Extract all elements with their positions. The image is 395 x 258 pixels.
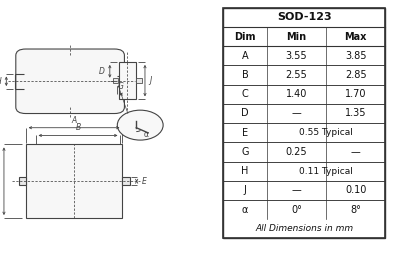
Text: A: A — [71, 116, 77, 125]
Text: 1.70: 1.70 — [345, 89, 366, 99]
Text: 0.11 Typical: 0.11 Typical — [299, 167, 353, 176]
Text: G: G — [118, 82, 124, 91]
FancyBboxPatch shape — [16, 49, 124, 114]
Text: 8°: 8° — [350, 205, 361, 215]
Text: SOD-123: SOD-123 — [277, 12, 331, 22]
Text: D: D — [99, 67, 105, 76]
Bar — [113, 78, 118, 83]
Text: J: J — [244, 185, 246, 195]
Circle shape — [117, 110, 163, 140]
Text: α: α — [143, 130, 149, 139]
Text: α: α — [242, 205, 248, 215]
Text: —: — — [351, 147, 361, 157]
Text: 0.55 Typical: 0.55 Typical — [299, 128, 353, 137]
Text: 0.25: 0.25 — [286, 147, 307, 157]
Text: H: H — [0, 77, 2, 86]
Text: E: E — [242, 128, 248, 138]
Text: C: C — [242, 89, 248, 99]
Text: Min: Min — [286, 31, 307, 42]
Text: G: G — [241, 147, 249, 157]
Text: Dim: Dim — [234, 31, 256, 42]
Text: 2.55: 2.55 — [286, 70, 307, 80]
Text: J: J — [150, 76, 152, 85]
Text: —: — — [292, 108, 301, 118]
Text: 3.55: 3.55 — [286, 51, 307, 61]
Text: H: H — [241, 166, 249, 176]
Bar — [26, 144, 122, 218]
Text: 2.85: 2.85 — [345, 70, 367, 80]
Text: Max: Max — [344, 31, 367, 42]
Text: 0°: 0° — [291, 205, 302, 215]
Text: 0.10: 0.10 — [345, 185, 366, 195]
Text: All Dimensions in mm: All Dimensions in mm — [255, 224, 353, 233]
Bar — [19, 178, 26, 185]
Text: E: E — [141, 177, 146, 186]
Bar — [122, 178, 130, 185]
Text: —: — — [292, 185, 301, 195]
FancyBboxPatch shape — [223, 8, 385, 238]
Text: B: B — [75, 123, 81, 132]
Text: A: A — [242, 51, 248, 61]
Text: 1.35: 1.35 — [345, 108, 366, 118]
Text: 1.40: 1.40 — [286, 89, 307, 99]
Bar — [136, 78, 142, 83]
Text: D: D — [241, 108, 249, 118]
Text: B: B — [242, 70, 248, 80]
Bar — [118, 62, 136, 99]
Text: 3.85: 3.85 — [345, 51, 366, 61]
